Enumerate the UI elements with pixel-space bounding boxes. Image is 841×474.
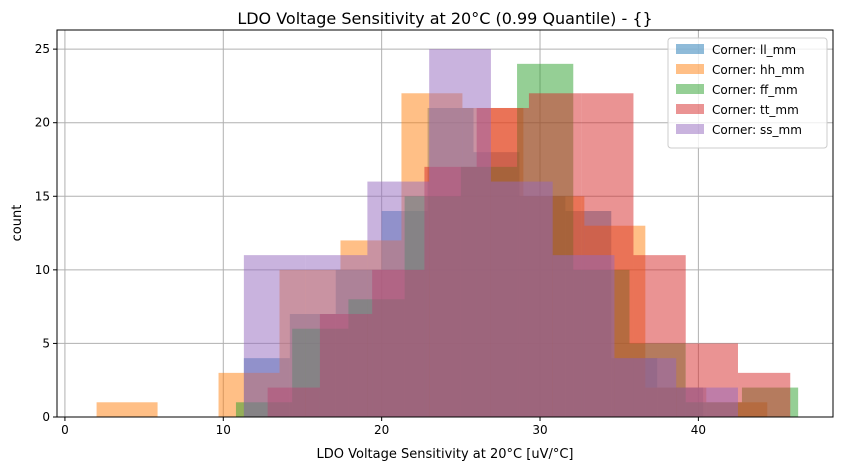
y-tick-label: 0 (42, 410, 50, 424)
y-tick-label: 25 (35, 42, 50, 56)
x-tick-label: 0 (61, 423, 69, 437)
histogram-bar (96, 402, 158, 417)
legend-label: Corner: hh_mm (712, 63, 805, 77)
histogram-bar (305, 255, 368, 417)
legend-swatch (676, 44, 704, 54)
histogram-bar (614, 358, 677, 417)
x-ticks: 0 10 20 30 40 (61, 417, 706, 437)
x-tick-label: 10 (216, 423, 231, 437)
histogram-bar (676, 387, 738, 417)
legend-label: Corner: ss_mm (712, 123, 802, 137)
plot-frame (56, 29, 834, 418)
legend-swatch (676, 124, 704, 134)
x-axis-label: LDO Voltage Sensitivity at 20°C [uV/°C] (316, 447, 573, 462)
y-tick-label: 10 (35, 263, 50, 277)
x-tick-label: 30 (532, 423, 547, 437)
y-ticks: 0 5 10 15 20 25 (35, 42, 57, 424)
y-tick-label: 20 (35, 116, 50, 130)
histogram-bar (429, 49, 491, 418)
legend-label: Corner: ff_mm (712, 83, 798, 97)
histogram-bar (243, 255, 306, 417)
histogram-bar (490, 181, 553, 417)
x-tick-label: 40 (691, 423, 706, 437)
bars (96, 49, 799, 418)
legend-swatch (676, 84, 704, 94)
legend: Corner: ll_mm Corner: hh_mm Corner: ff_mm C… (667, 37, 828, 149)
x-tick-label: 20 (374, 423, 389, 437)
histogram-bar (552, 255, 615, 417)
histogram-bar (737, 372, 791, 417)
y-tick-label: 15 (35, 189, 50, 203)
legend-swatch (676, 64, 704, 74)
y-tick-label: 5 (42, 336, 50, 350)
legend-label: Corner: tt_mm (712, 103, 799, 117)
legend-swatch (676, 104, 704, 114)
legend-box (667, 37, 828, 149)
y-axis-label: count (10, 205, 25, 242)
histogram-bar (367, 181, 430, 417)
legend-label: Corner: ll_mm (712, 43, 796, 57)
chart-title: LDO Voltage Sensitivity at 20°C (0.99 Qu… (237, 9, 652, 28)
